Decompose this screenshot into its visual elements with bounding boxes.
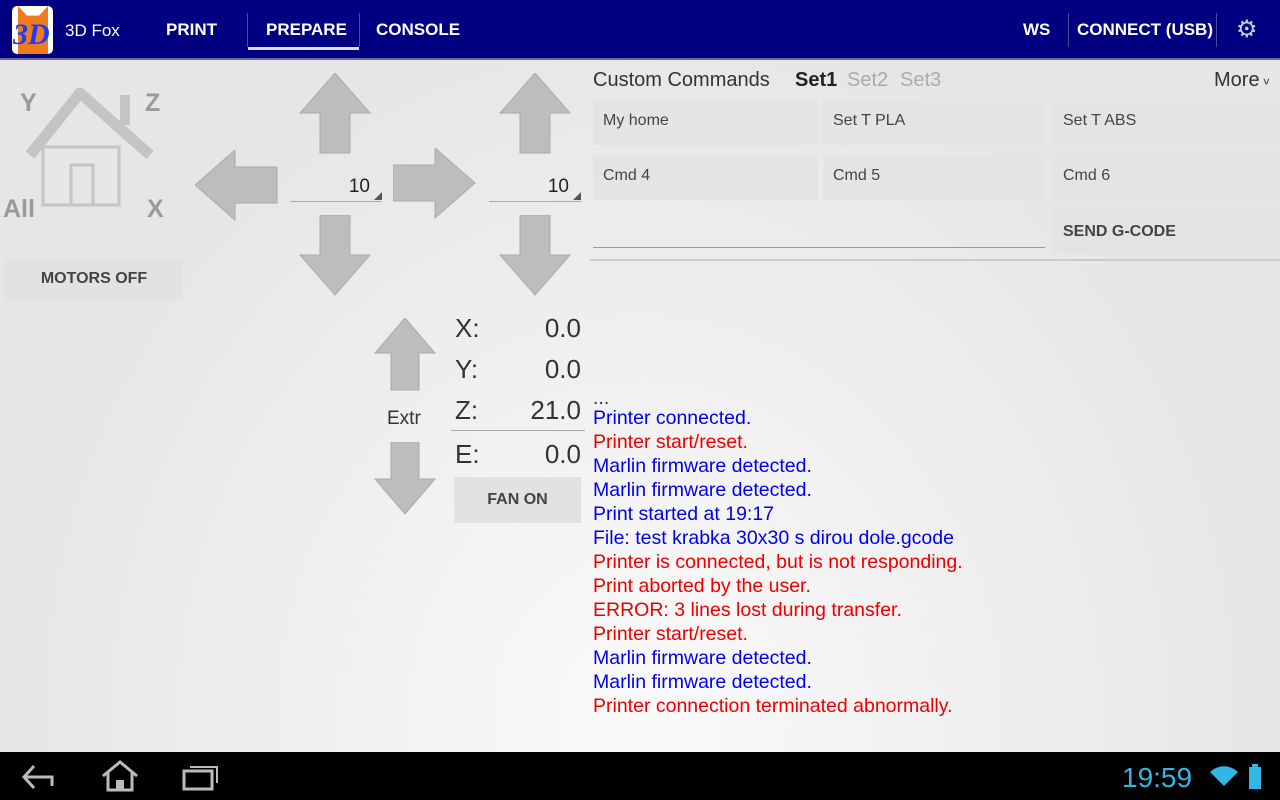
- x-plus-arrow-icon[interactable]: [393, 148, 478, 220]
- x-minus-arrow-icon[interactable]: [195, 150, 280, 222]
- home-nav-icon[interactable]: [100, 760, 140, 792]
- console-log: ... Printer connected. Printer start/reset…: [593, 387, 963, 718]
- log-line: Marlin firmware detected.: [593, 479, 812, 501]
- active-tab-indicator: [248, 47, 359, 50]
- log-line: ...: [593, 387, 610, 409]
- battery-icon: [1249, 764, 1261, 789]
- tab-console[interactable]: CONSOLE: [376, 20, 461, 39]
- log-line: File: test krabka 30x30 s dirou dole.gco…: [593, 527, 954, 549]
- tab-prepare[interactable]: PREPARE: [266, 20, 347, 39]
- app-logo: 3D: [12, 6, 53, 54]
- log-line: Print aborted by the user.: [593, 575, 811, 597]
- log-line: Printer connection terminated abnormally…: [593, 695, 953, 717]
- z-plus-arrow-icon[interactable]: [498, 73, 573, 155]
- home-z-label[interactable]: Z: [145, 89, 161, 117]
- cmd-button[interactable]: Set T ABS: [1053, 100, 1280, 145]
- system-nav-bar: 19:59: [0, 752, 1280, 800]
- extruder-label: Extr: [387, 408, 421, 429]
- divider: [590, 259, 1280, 261]
- set3-tab[interactable]: Set3: [900, 69, 942, 91]
- connect-usb-button[interactable]: CONNECT (USB): [1077, 20, 1213, 39]
- z-position: 21.0: [530, 395, 581, 425]
- log-line: Marlin firmware detected.: [593, 671, 812, 693]
- chevron-down-icon: ˅: [1259, 75, 1270, 89]
- cmd-button[interactable]: My home: [593, 100, 818, 145]
- motors-off-button[interactable]: MOTORS OFF: [5, 258, 183, 300]
- home-icon: [25, 87, 154, 207]
- fan-on-button[interactable]: FAN ON: [454, 477, 581, 523]
- app-name: 3D Fox: [65, 21, 120, 40]
- log-line: Printer connected.: [593, 407, 752, 429]
- e-position: 0.0: [544, 439, 581, 469]
- send-gcode-button[interactable]: SEND G-CODE: [1053, 210, 1280, 254]
- cmd-button[interactable]: Cmd 5: [823, 155, 1043, 200]
- y-minus-arrow-icon[interactable]: [298, 215, 373, 297]
- more-menu[interactable]: More ˅: [1214, 69, 1270, 91]
- home-button[interactable]: Y Z All X: [0, 85, 175, 225]
- y-plus-arrow-icon[interactable]: [298, 73, 373, 155]
- log-line: Printer start/reset.: [593, 623, 748, 645]
- settings-gear-icon[interactable]: ⚙: [1236, 16, 1258, 43]
- action-bar: 3D 3D Fox PRINT PREPARE CONSOLE WS CONNE…: [0, 0, 1280, 60]
- home-y-label[interactable]: Y: [20, 89, 37, 117]
- clock: 19:59: [1122, 762, 1193, 793]
- log-line: Print started at 19:17: [593, 503, 775, 525]
- tab-print[interactable]: PRINT: [166, 20, 217, 39]
- cmd-button[interactable]: Cmd 6: [1053, 155, 1280, 200]
- z-step-spinner[interactable]: 10: [489, 176, 581, 202]
- log-line: ERROR: 3 lines lost during transfer.: [593, 599, 902, 621]
- cmd-button[interactable]: Set T PLA: [823, 100, 1043, 145]
- z-minus-arrow-icon[interactable]: [498, 215, 573, 297]
- ws-button[interactable]: WS: [1023, 20, 1051, 39]
- home-all-label[interactable]: All: [3, 195, 35, 223]
- set2-tab[interactable]: Set2: [847, 69, 889, 91]
- cmd-button[interactable]: Cmd 4: [593, 155, 818, 200]
- log-line: Printer is connected, but is not respond…: [593, 551, 963, 573]
- wifi-icon: [1210, 766, 1238, 786]
- set1-tab[interactable]: Set1: [795, 69, 838, 91]
- x-position: 0.0: [544, 313, 581, 343]
- xy-step-spinner[interactable]: 10: [290, 176, 382, 202]
- custom-commands-title: Custom Commands: [593, 69, 770, 91]
- log-line: Printer start/reset.: [593, 431, 748, 453]
- y-position: 0.0: [544, 354, 581, 384]
- gcode-input[interactable]: [593, 215, 1045, 248]
- recent-apps-icon[interactable]: [182, 763, 220, 791]
- custom-command-grid: My home Set T PLA Set T ABS Cmd 4 Cmd 5 …: [593, 100, 1280, 210]
- back-icon[interactable]: [22, 764, 58, 790]
- home-x-label[interactable]: X: [147, 195, 164, 223]
- extrude-up-arrow-icon[interactable]: [373, 318, 438, 392]
- log-line: Marlin firmware detected.: [593, 647, 812, 669]
- log-line: Marlin firmware detected.: [593, 455, 812, 477]
- extrude-down-arrow-icon[interactable]: [373, 442, 438, 516]
